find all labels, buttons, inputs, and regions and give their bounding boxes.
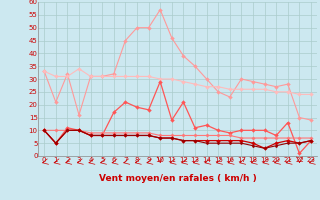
X-axis label: Vent moyen/en rafales ( km/h ): Vent moyen/en rafales ( km/h ) <box>99 174 256 183</box>
